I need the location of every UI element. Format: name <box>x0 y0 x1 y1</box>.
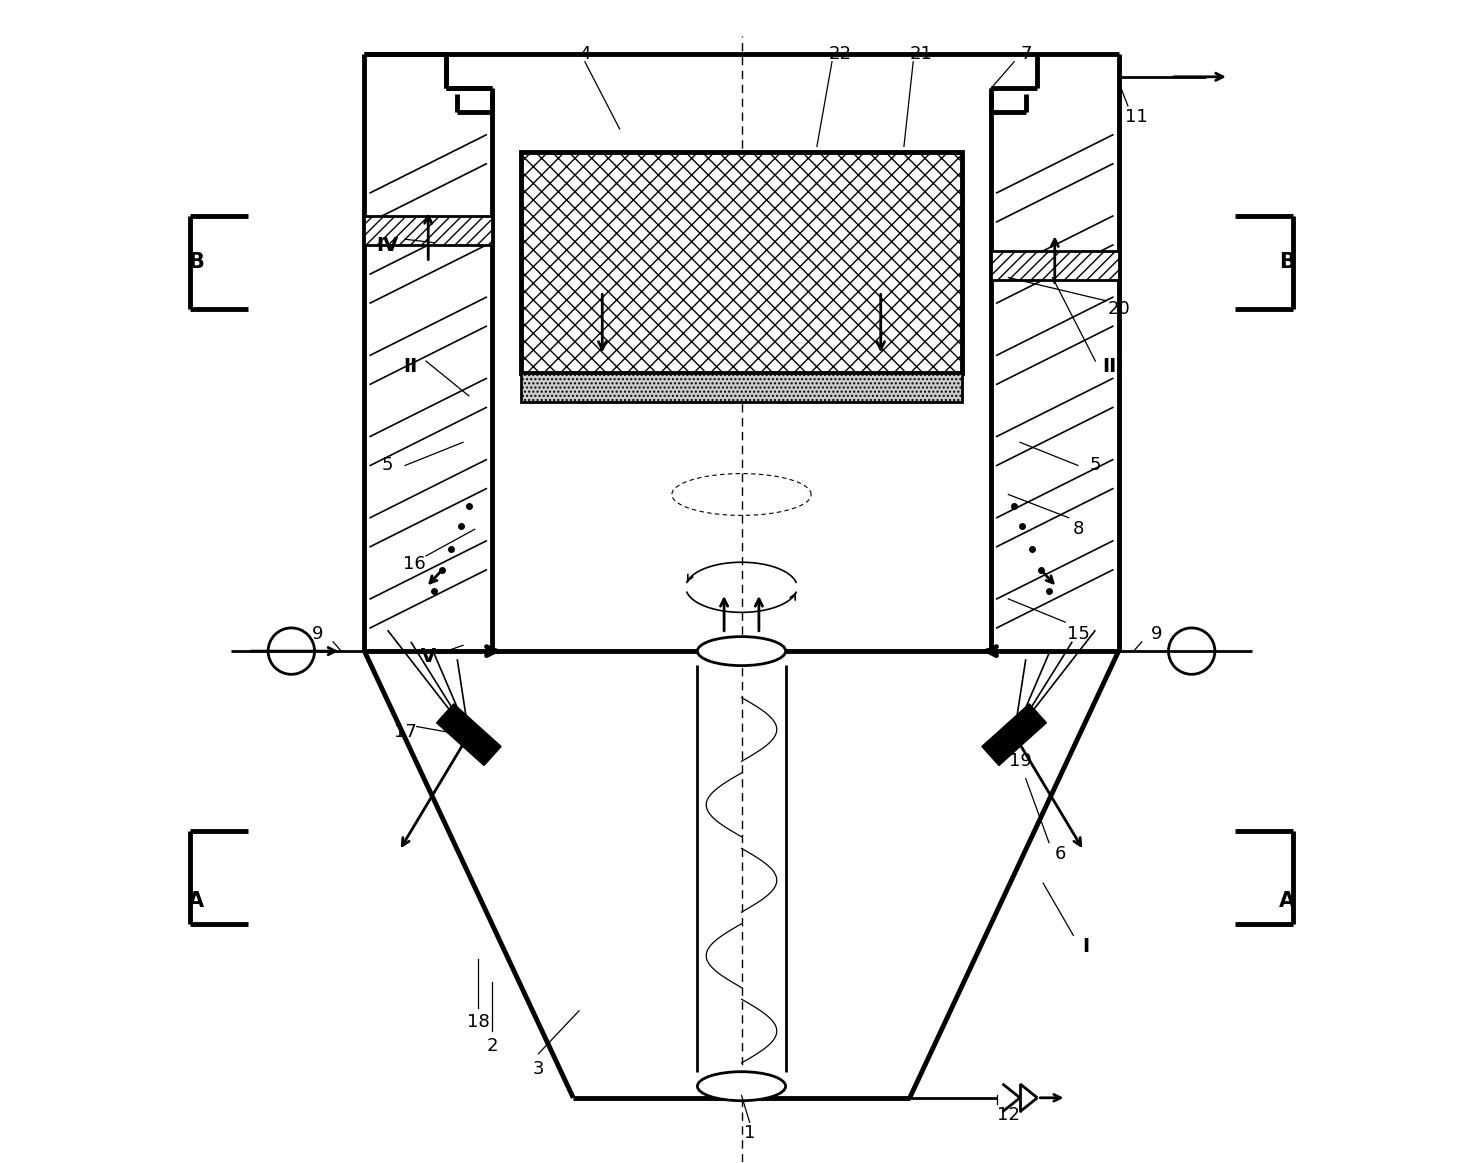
Text: B: B <box>1278 252 1295 272</box>
Text: 2: 2 <box>486 1036 498 1055</box>
Text: 9: 9 <box>313 625 323 643</box>
Text: I: I <box>1083 937 1090 956</box>
Ellipse shape <box>697 636 786 665</box>
Bar <box>365 216 492 245</box>
Text: 18: 18 <box>467 1013 489 1032</box>
Text: 20: 20 <box>1108 300 1130 317</box>
Text: 19: 19 <box>1008 752 1031 770</box>
Text: II: II <box>403 357 418 377</box>
Text: IV: IV <box>377 236 399 255</box>
Bar <box>521 152 962 372</box>
FancyBboxPatch shape <box>436 704 501 765</box>
Text: 11: 11 <box>1124 108 1148 127</box>
FancyBboxPatch shape <box>982 704 1047 765</box>
Text: 6: 6 <box>1054 846 1066 863</box>
Text: 21: 21 <box>911 44 933 63</box>
Text: 8: 8 <box>1072 520 1084 538</box>
Text: 7: 7 <box>1020 44 1032 63</box>
Text: 4: 4 <box>580 44 590 63</box>
Text: B: B <box>188 252 205 272</box>
Text: A: A <box>188 891 205 911</box>
Text: 1: 1 <box>744 1123 755 1142</box>
Text: V: V <box>421 648 436 666</box>
Text: 15: 15 <box>1066 625 1090 643</box>
Text: 5: 5 <box>383 457 393 475</box>
Text: 22: 22 <box>829 44 851 63</box>
Bar <box>991 251 1118 280</box>
Text: III: III <box>1102 357 1124 377</box>
Ellipse shape <box>697 1071 786 1100</box>
Text: 16: 16 <box>403 555 426 573</box>
Text: 12: 12 <box>997 1106 1020 1125</box>
Text: A: A <box>1278 891 1295 911</box>
Text: 3: 3 <box>532 1059 544 1078</box>
Text: 9: 9 <box>1151 625 1163 643</box>
Bar <box>521 372 962 401</box>
Text: 5: 5 <box>1090 457 1100 475</box>
Text: 17: 17 <box>393 723 417 741</box>
